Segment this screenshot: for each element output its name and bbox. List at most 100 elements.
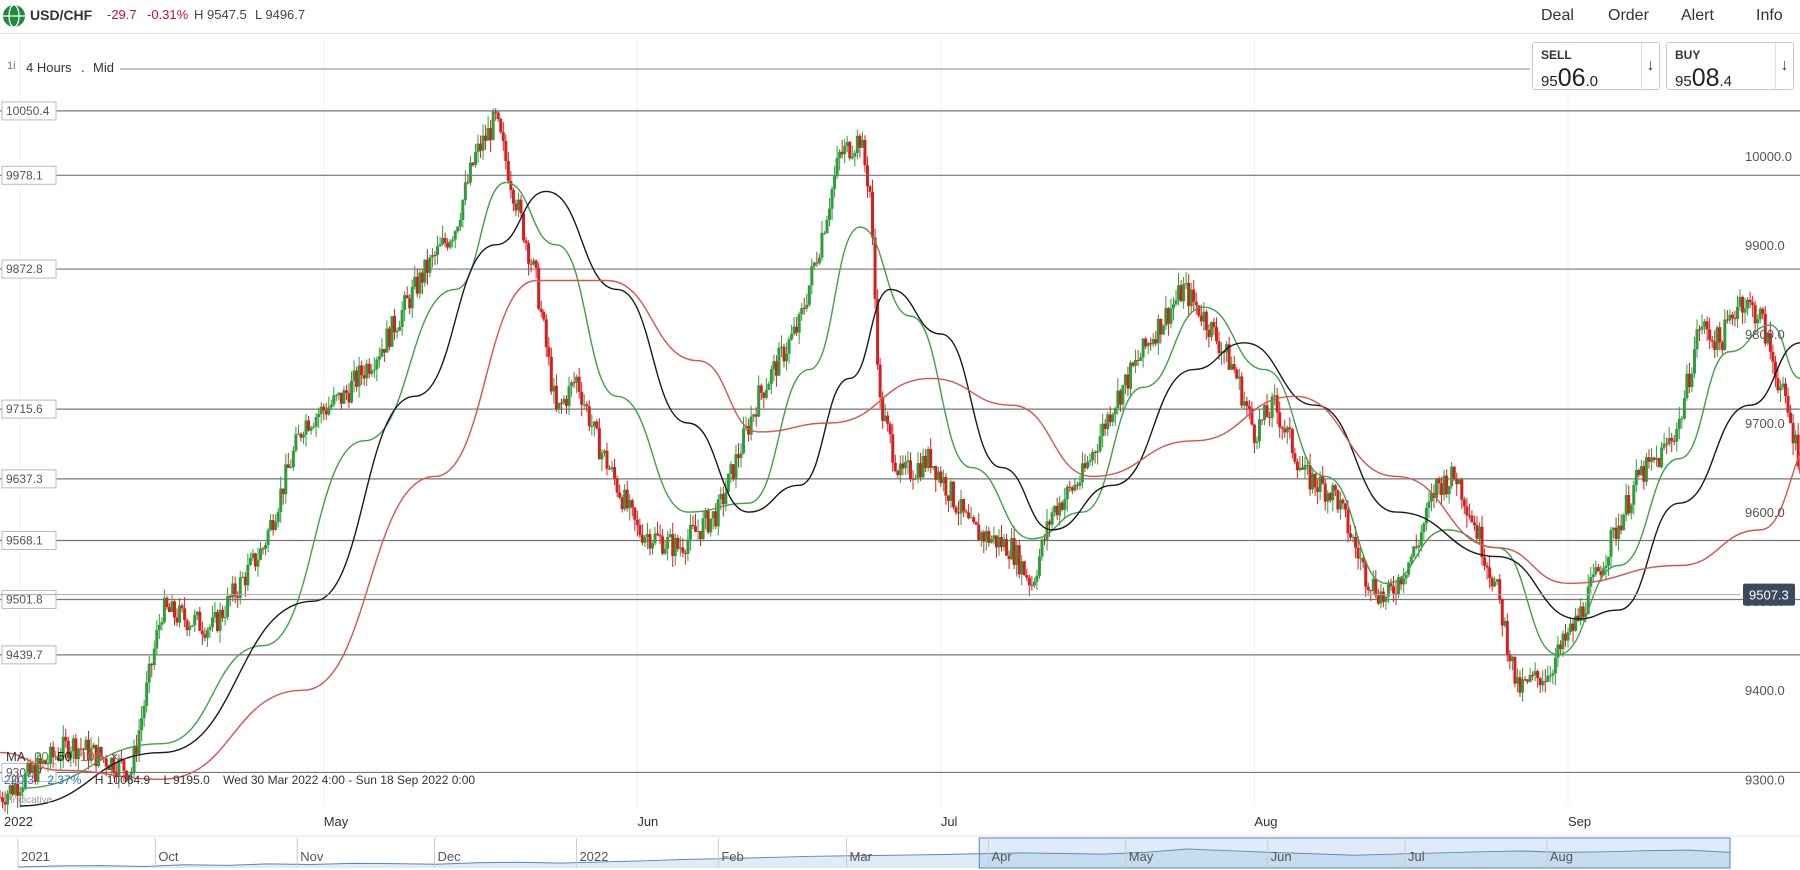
candle bbox=[59, 747, 63, 771]
candle-body bbox=[1675, 428, 1679, 442]
candle-body bbox=[979, 532, 983, 541]
candle bbox=[456, 225, 460, 234]
candle-body bbox=[883, 415, 887, 421]
candle-body bbox=[1409, 556, 1413, 563]
candle bbox=[122, 759, 126, 782]
candle bbox=[1533, 662, 1537, 682]
navigator-label: Apr bbox=[991, 849, 1012, 864]
price-type-selector[interactable]: Mid bbox=[93, 60, 114, 75]
candle-body bbox=[613, 467, 617, 479]
symbol-label: USD/CHF bbox=[30, 7, 93, 23]
candle-body bbox=[352, 370, 356, 381]
navigator-label: 2022 bbox=[579, 849, 608, 864]
candle-body bbox=[661, 536, 665, 554]
timeframe-selector[interactable]: 4 Hours bbox=[26, 60, 72, 75]
sell-ticket[interactable]: SELL 9506.0 ↓ bbox=[1532, 42, 1660, 92]
candle bbox=[992, 526, 996, 545]
candle bbox=[155, 620, 159, 655]
candle-body bbox=[903, 462, 907, 469]
candle-body bbox=[822, 233, 826, 235]
candle bbox=[891, 424, 895, 472]
ma20-label[interactable]: 20 bbox=[34, 749, 49, 764]
level-label: 9439.7 bbox=[6, 648, 43, 662]
candle bbox=[413, 265, 417, 290]
candle-body bbox=[97, 747, 101, 766]
candle-body bbox=[663, 548, 667, 554]
candle-body bbox=[1794, 434, 1798, 444]
candle bbox=[597, 418, 601, 460]
sell-arrow-icon[interactable]: ↓ bbox=[1641, 43, 1659, 89]
candle-body bbox=[1386, 583, 1390, 597]
candle bbox=[1073, 477, 1077, 493]
candle-body bbox=[1452, 466, 1456, 479]
candle bbox=[1604, 554, 1608, 581]
candle bbox=[1146, 341, 1150, 355]
candle-body bbox=[648, 533, 652, 549]
candle bbox=[795, 316, 799, 336]
candle-body bbox=[195, 611, 199, 616]
candle bbox=[848, 140, 852, 161]
candle-body bbox=[1789, 412, 1793, 424]
order-button[interactable]: Order bbox=[1608, 7, 1649, 24]
candle bbox=[1336, 489, 1340, 514]
candle bbox=[1409, 553, 1413, 566]
candle bbox=[1402, 567, 1406, 594]
candle-body bbox=[865, 165, 869, 187]
buy-arrow-icon[interactable]: ↓ bbox=[1775, 43, 1793, 89]
ma50-label[interactable]: 50 bbox=[57, 749, 72, 764]
alert-button[interactable]: Alert bbox=[1681, 7, 1714, 24]
interval-prefix[interactable]: 1i bbox=[7, 60, 16, 72]
level-tag bbox=[1, 101, 57, 121]
candle bbox=[843, 138, 847, 164]
candle bbox=[453, 230, 457, 249]
candle bbox=[1655, 445, 1659, 467]
candle-body bbox=[701, 518, 705, 540]
y-tick-label: 9700.0 bbox=[1745, 416, 1785, 431]
candle-body bbox=[94, 744, 98, 766]
candle-body bbox=[924, 455, 928, 469]
candle-body bbox=[56, 756, 60, 761]
deal-button[interactable]: Deal bbox=[1541, 7, 1574, 24]
candle-body bbox=[119, 758, 123, 761]
candle bbox=[117, 754, 121, 789]
candle bbox=[570, 380, 574, 397]
candle bbox=[1465, 497, 1469, 528]
candle bbox=[304, 413, 308, 447]
candle-body bbox=[1230, 364, 1234, 370]
candle bbox=[231, 575, 235, 602]
candle-body bbox=[860, 139, 864, 148]
buy-label: BUY bbox=[1675, 48, 1701, 62]
candle bbox=[119, 750, 123, 764]
candle bbox=[1614, 517, 1618, 546]
candle bbox=[1209, 321, 1213, 341]
candle bbox=[618, 484, 622, 500]
candle-body bbox=[691, 524, 695, 527]
buy-ticket[interactable]: BUY 9508.4 ↓ bbox=[1666, 42, 1794, 92]
candle-body bbox=[600, 452, 604, 460]
candle-body bbox=[1698, 329, 1702, 331]
candle-body bbox=[1553, 657, 1557, 674]
candle-body bbox=[820, 233, 824, 258]
candle-body bbox=[1073, 484, 1077, 491]
candle bbox=[1103, 418, 1107, 436]
candle bbox=[726, 473, 730, 493]
ma100-label[interactable]: 100 bbox=[80, 749, 103, 764]
candle bbox=[835, 146, 839, 179]
candle bbox=[1341, 497, 1345, 510]
info-button[interactable]: Info bbox=[1756, 7, 1783, 24]
candle bbox=[1252, 423, 1256, 454]
candle-body bbox=[1268, 417, 1272, 419]
candle-body bbox=[1025, 575, 1029, 578]
candle bbox=[1070, 485, 1074, 494]
candle-body bbox=[64, 736, 68, 741]
candle-body bbox=[805, 304, 809, 309]
candle bbox=[1741, 295, 1745, 325]
candle-body bbox=[3, 802, 7, 805]
candle bbox=[203, 627, 207, 642]
candle-body bbox=[749, 416, 753, 435]
close-legend-icon[interactable]: × bbox=[110, 749, 119, 764]
candle-body bbox=[241, 576, 245, 578]
candle-body bbox=[1131, 362, 1135, 366]
candle bbox=[1637, 468, 1641, 478]
